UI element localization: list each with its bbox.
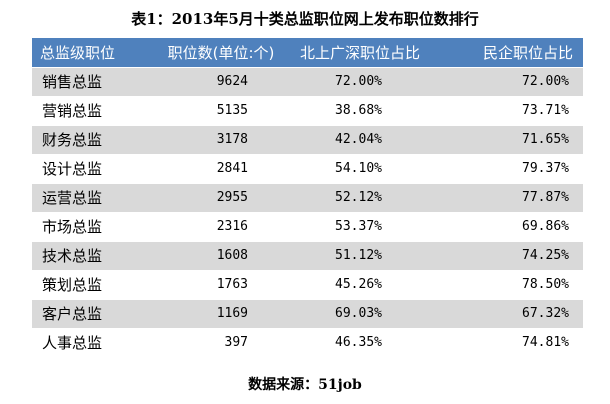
cell-category: 财务总监 — [32, 125, 150, 155]
cell-count: 2955 — [150, 183, 292, 213]
ranking-table: 总监级职位 职位数(单位:个) 北上广深职位占比 民企职位占比 销售总监 962… — [32, 38, 583, 358]
table-row: 销售总监 9624 72.00% 72.00% — [32, 67, 583, 97]
data-source-note: 数据来源：51job — [248, 377, 362, 393]
cell-tier1-share: 69.03% — [292, 299, 442, 329]
cell-tier1-share: 51.12% — [292, 241, 442, 271]
cell-count: 1608 — [150, 241, 292, 271]
cell-tier1-share: 72.00% — [292, 67, 442, 97]
cell-category: 运营总监 — [32, 183, 150, 213]
cell-private-share: 74.25% — [442, 241, 583, 271]
cell-count: 3178 — [150, 125, 292, 155]
cell-count: 397 — [150, 328, 292, 358]
cell-count: 5135 — [150, 96, 292, 126]
cell-private-share: 74.81% — [442, 328, 583, 358]
cell-private-share: 69.86% — [442, 212, 583, 242]
table-title: 表1：2013年5月十类总监职位网上发布职位数排行 — [131, 10, 479, 28]
table-row: 营销总监 5135 38.68% 73.71% — [32, 96, 583, 126]
table-row: 设计总监 2841 54.10% 79.37% — [32, 154, 583, 184]
table-row: 人事总监 397 46.35% 74.81% — [32, 328, 583, 358]
cell-tier1-share: 46.35% — [292, 328, 442, 358]
table-row: 策划总监 1763 45.26% 78.50% — [32, 270, 583, 300]
table-row: 技术总监 1608 51.12% 74.25% — [32, 241, 583, 271]
table-row: 市场总监 2316 53.37% 69.86% — [32, 212, 583, 242]
cell-tier1-share: 42.04% — [292, 125, 442, 155]
cell-tier1-share: 38.68% — [292, 96, 442, 126]
column-header-position: 总监级职位 — [32, 38, 150, 68]
cell-private-share: 71.65% — [442, 125, 583, 155]
cell-private-share: 78.50% — [442, 270, 583, 300]
cell-private-share: 73.71% — [442, 96, 583, 126]
cell-tier1-share: 52.12% — [292, 183, 442, 213]
cell-count: 9624 — [150, 67, 292, 97]
cell-count: 2841 — [150, 154, 292, 184]
cell-category: 营销总监 — [32, 96, 150, 126]
cell-private-share: 79.37% — [442, 154, 583, 184]
cell-private-share: 67.32% — [442, 299, 583, 329]
cell-category: 市场总监 — [32, 212, 150, 242]
cell-category: 设计总监 — [32, 154, 150, 184]
cell-category: 策划总监 — [32, 270, 150, 300]
table-row: 财务总监 3178 42.04% 71.65% — [32, 125, 583, 155]
column-header-count: 职位数(单位:个) — [150, 38, 292, 68]
column-header-private-share: 民企职位占比 — [442, 38, 583, 68]
cell-category: 人事总监 — [32, 328, 150, 358]
cell-count: 2316 — [150, 212, 292, 242]
cell-category: 技术总监 — [32, 241, 150, 271]
cell-count: 1763 — [150, 270, 292, 300]
cell-private-share: 72.00% — [442, 67, 583, 97]
cell-count: 1169 — [150, 299, 292, 329]
cell-tier1-share: 53.37% — [292, 212, 442, 242]
cell-private-share: 77.87% — [442, 183, 583, 213]
cell-tier1-share: 54.10% — [292, 154, 442, 184]
cell-category: 销售总监 — [32, 67, 150, 97]
table-row: 运营总监 2955 52.12% 77.87% — [32, 183, 583, 213]
column-header-tier1-share: 北上广深职位占比 — [292, 38, 442, 68]
table-row: 客户总监 1169 69.03% 67.32% — [32, 299, 583, 329]
cell-tier1-share: 45.26% — [292, 270, 442, 300]
table-header-row: 总监级职位 职位数(单位:个) 北上广深职位占比 民企职位占比 — [32, 38, 583, 68]
cell-category: 客户总监 — [32, 299, 150, 329]
